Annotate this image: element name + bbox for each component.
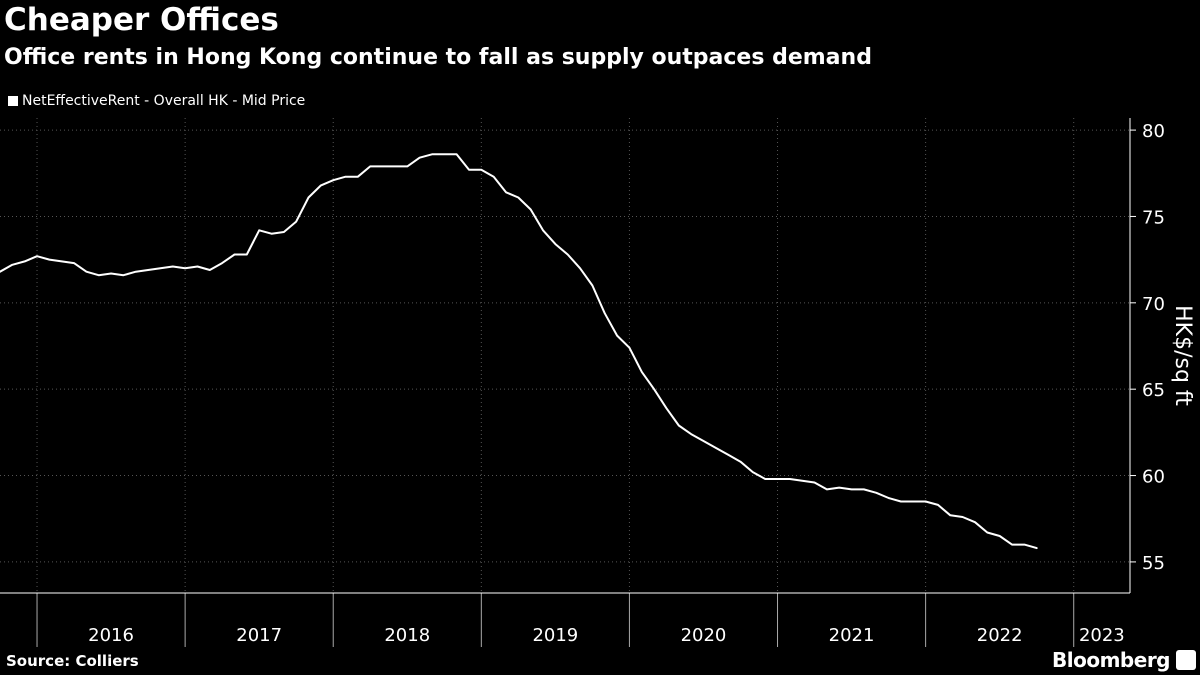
y-tick-label: 65: [1142, 380, 1165, 401]
axes: [0, 118, 1136, 647]
legend: NetEffectiveRent - Overall HK - Mid Pric…: [8, 91, 305, 111]
x-tick-label: 2020: [681, 625, 727, 646]
bloomberg-logo: Bloomberg: [1052, 648, 1170, 672]
y-tick-label: 80: [1142, 121, 1165, 142]
y-tick-label: 70: [1142, 294, 1165, 315]
x-tick-label: 2017: [236, 625, 282, 646]
x-tick-label: 2022: [977, 625, 1023, 646]
x-tick-label: 2021: [829, 625, 875, 646]
series: [0, 153, 1038, 550]
grid: [0, 118, 1130, 593]
x-tick-label: 2019: [532, 625, 578, 646]
y-axis-title: HK$/sq ft: [1170, 305, 1195, 406]
x-tick-label: 2023: [1079, 625, 1125, 646]
source-note: Source: Colliers: [6, 652, 139, 670]
y-tick-label: 55: [1142, 553, 1165, 574]
legend-label: NetEffectiveRent - Overall HK - Mid Pric…: [22, 93, 306, 109]
bloomberg-mark-icon: [1176, 650, 1196, 670]
x-tick-label: 2016: [88, 625, 134, 646]
x-tick-label: 2018: [384, 625, 430, 646]
series-line: [0, 153, 1038, 550]
chart-title: Cheaper Offices: [4, 2, 279, 38]
y-tick-label: 60: [1142, 467, 1165, 488]
y-tick-label: 75: [1142, 207, 1165, 228]
legend-swatch: [8, 96, 18, 106]
axis-labels: 55 60 65 70 75 80 2016 2017 2018 2019 2020 2021 2022…: [88, 121, 1195, 646]
chart-subtitle: Office rents in Hong Kong continue to fa…: [4, 45, 872, 70]
